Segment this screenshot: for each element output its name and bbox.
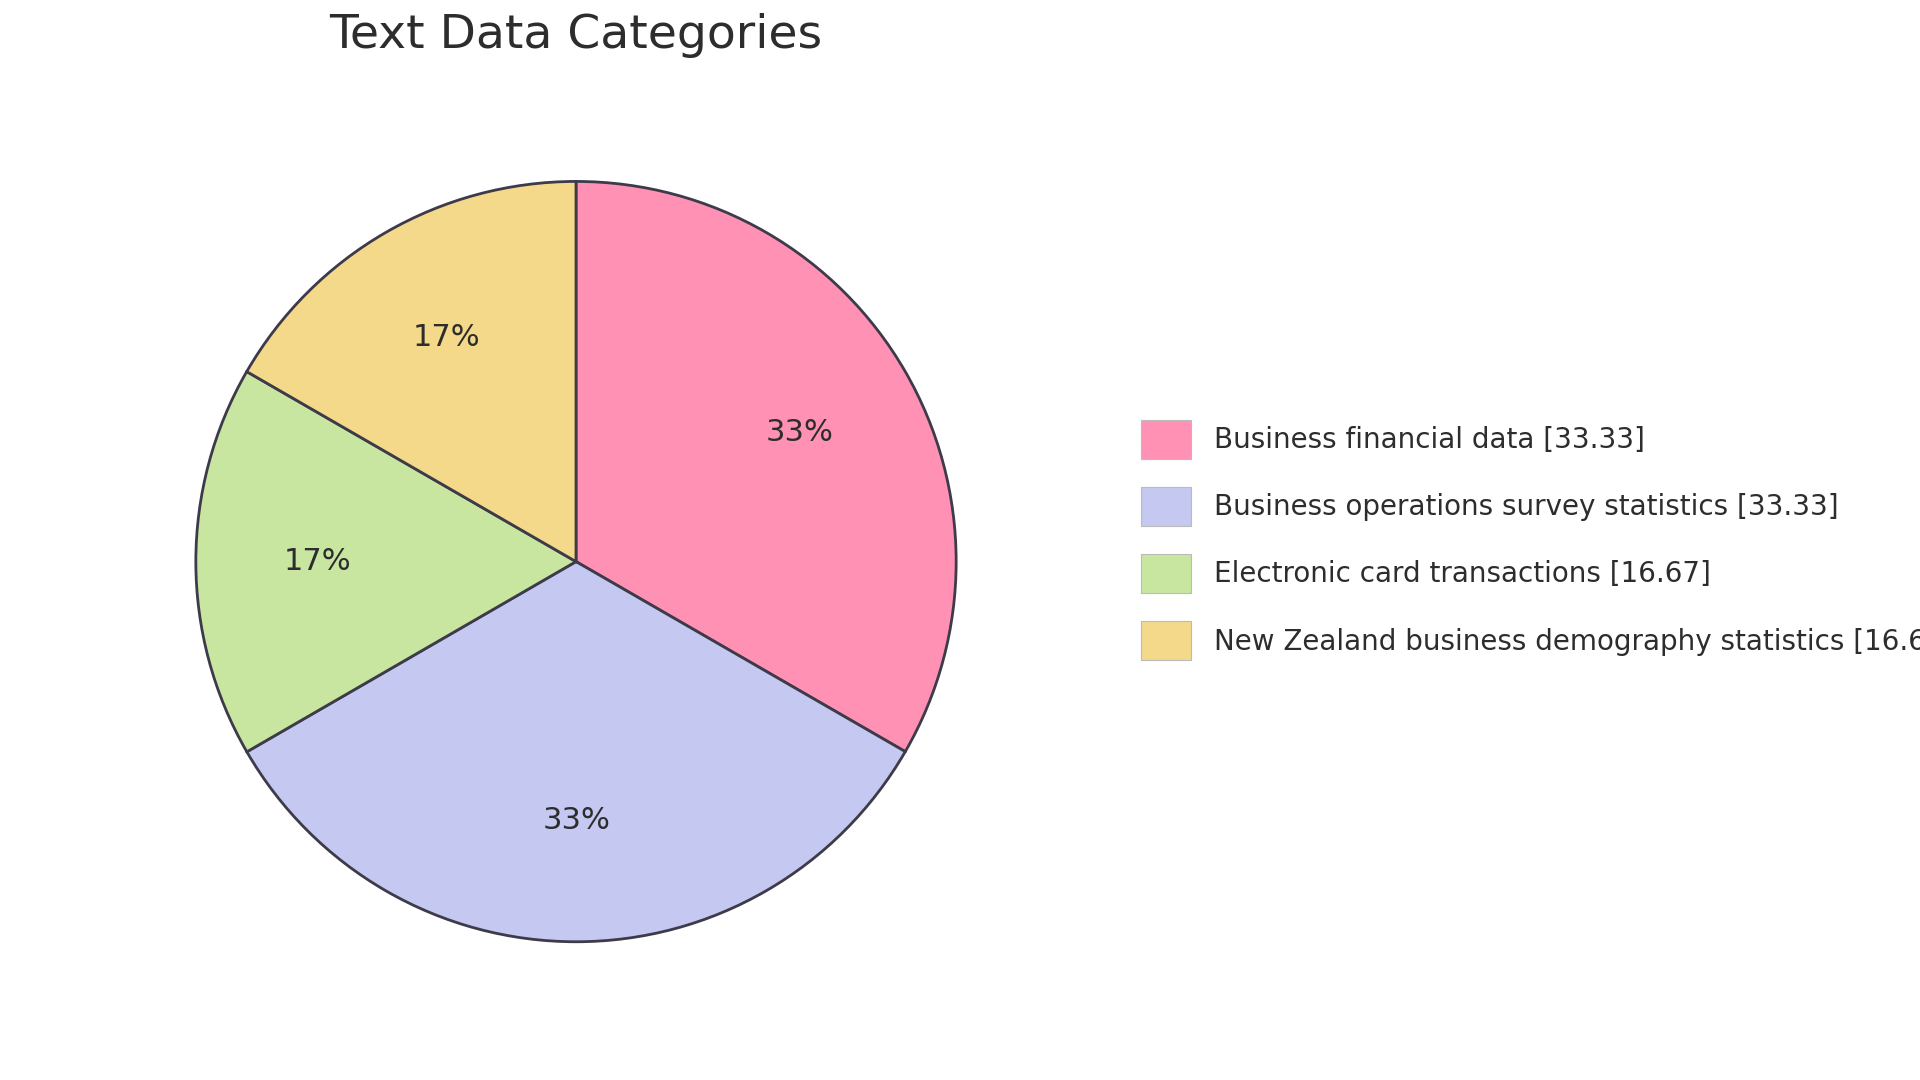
Title: Text Data Categories: Text Data Categories: [330, 13, 822, 57]
Text: 33%: 33%: [541, 806, 611, 835]
Text: 17%: 17%: [413, 323, 480, 352]
Wedge shape: [196, 372, 576, 752]
Wedge shape: [248, 562, 904, 942]
Wedge shape: [576, 181, 956, 752]
Text: 33%: 33%: [766, 418, 833, 447]
Legend: Business financial data [33.33], Business operations survey statistics [33.33], : Business financial data [33.33], Busines…: [1127, 406, 1920, 674]
Text: 17%: 17%: [284, 548, 351, 577]
Wedge shape: [248, 181, 576, 562]
